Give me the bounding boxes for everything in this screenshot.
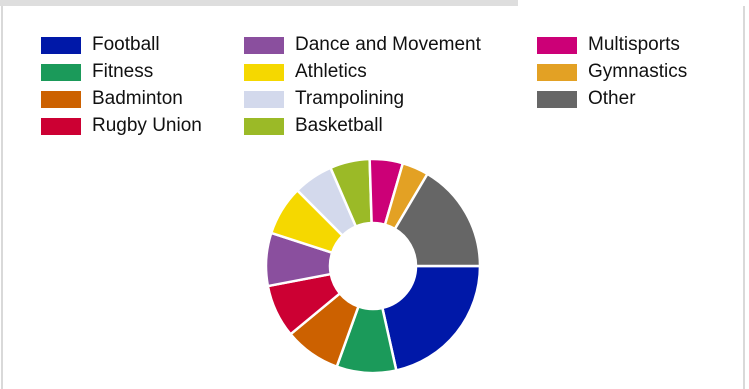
legend-swatch-gymnastics <box>537 64 577 81</box>
legend-label-football: Football <box>92 34 160 55</box>
chart-legend: Football Fitness Badminton Rugby Union Dance… <box>41 34 721 144</box>
legend-label-trampolining: Trampolining <box>295 88 405 109</box>
legend-swatch-fitness <box>41 64 81 81</box>
legend-swatch-basketball <box>244 118 284 135</box>
legend-label-athletics: Athletics <box>295 61 367 82</box>
legend-swatch-other <box>537 91 577 108</box>
legend-label-other: Other <box>588 88 636 109</box>
legend-swatch-rugby-union <box>41 118 81 135</box>
donut-chart <box>264 157 482 375</box>
legend-label-rugby-union: Rugby Union <box>92 115 202 136</box>
legend-swatch-multisports <box>537 37 577 54</box>
legend-label-fitness: Fitness <box>92 61 154 82</box>
legend-label-basketball: Basketball <box>295 115 383 136</box>
legend-label-dance-and-movement: Dance and Movement <box>295 34 481 55</box>
donut-slices <box>264 157 482 375</box>
legend-swatch-athletics <box>244 64 284 81</box>
legend-swatch-football <box>41 37 81 54</box>
donut-slice-football <box>381 264 482 372</box>
donut-slice-other <box>393 172 482 268</box>
legend-label-gymnastics: Gymnastics <box>588 61 688 82</box>
legend-swatch-dance-and-movement <box>244 37 284 54</box>
legend-label-badminton: Badminton <box>92 88 183 109</box>
legend-label-multisports: Multisports <box>588 34 680 55</box>
legend-swatch-trampolining <box>244 91 284 108</box>
legend-swatch-badminton <box>41 91 81 108</box>
top-tab-strip <box>0 0 518 6</box>
